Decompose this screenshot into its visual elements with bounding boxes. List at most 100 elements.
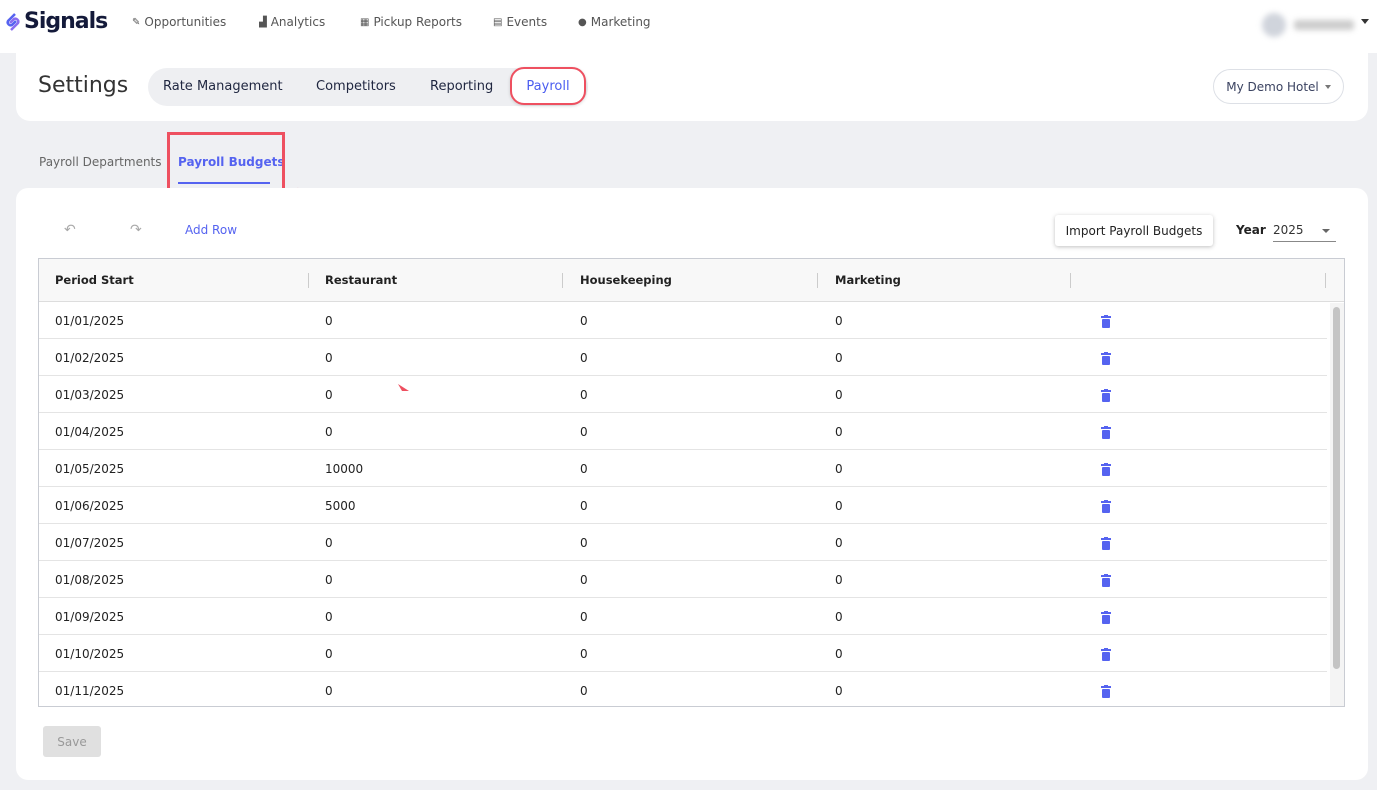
table-cell[interactable]: 0 — [325, 351, 333, 365]
table-cell[interactable]: 0 — [580, 425, 588, 439]
calendar-icon: ▤ — [493, 16, 503, 28]
table-cell[interactable]: 0 — [835, 684, 843, 698]
tab-payroll[interactable]: Payroll — [510, 67, 586, 105]
redo-icon[interactable]: ↷ — [130, 222, 142, 238]
table-cell[interactable]: 0 — [580, 314, 588, 328]
user-menu[interactable] — [1262, 12, 1362, 38]
year-select[interactable]: 2025 — [1273, 219, 1336, 242]
table-cell[interactable]: 0 — [835, 536, 843, 550]
table-cell[interactable]: 0 — [580, 351, 588, 365]
trash-icon[interactable] — [1101, 683, 1111, 698]
col-separator[interactable] — [817, 273, 818, 288]
signals-logo-icon — [6, 12, 20, 31]
table-cell[interactable]: 01/04/2025 — [55, 425, 125, 439]
table-cell[interactable]: 0 — [580, 462, 588, 476]
hotel-selector[interactable]: My Demo Hotel — [1213, 69, 1344, 104]
col-separator[interactable] — [1325, 273, 1326, 288]
table-row: 01/02/2025 0 0 0 — [39, 339, 1327, 376]
scrollbar-thumb[interactable] — [1333, 307, 1340, 669]
trash-icon[interactable] — [1101, 350, 1111, 365]
subtab-payroll-budgets[interactable]: Payroll Budgets — [178, 155, 285, 169]
trash-icon[interactable] — [1101, 461, 1111, 476]
table-cell[interactable]: 0 — [835, 314, 843, 328]
table-row: 01/11/2025 0 0 0 — [39, 672, 1327, 706]
chevron-down-icon — [1324, 84, 1331, 89]
tab-competitors[interactable]: Competitors — [316, 79, 396, 94]
nav-analytics[interactable]: ▟ Analytics — [259, 15, 325, 29]
table-cell[interactable]: 0 — [325, 388, 333, 402]
table-cell[interactable]: 0 — [580, 610, 588, 624]
table-cell[interactable]: 01/10/2025 — [55, 647, 125, 661]
settings-tabs: Rate Management Competitors Reporting Pa… — [148, 67, 588, 106]
table-cell[interactable]: 0 — [580, 499, 588, 513]
nav-opportunities[interactable]: ✎ Opportunities — [132, 15, 226, 29]
save-button[interactable]: Save — [43, 726, 101, 757]
trash-icon[interactable] — [1101, 313, 1111, 328]
table-cell[interactable]: 0 — [325, 425, 333, 439]
brand-name: Signals — [24, 9, 108, 34]
table-cell[interactable]: 0 — [580, 573, 588, 587]
col-separator[interactable] — [308, 273, 309, 288]
nav-pickup-reports[interactable]: ▦ Pickup Reports — [360, 15, 462, 29]
col-period-start[interactable]: Period Start — [55, 273, 134, 287]
nav-events[interactable]: ▤ Events — [493, 15, 547, 29]
table-cell[interactable]: 0 — [580, 684, 588, 698]
table-cell[interactable]: 0 — [580, 388, 588, 402]
table-row: 01/06/2025 5000 0 0 — [39, 487, 1327, 524]
table-cell[interactable]: 01/07/2025 — [55, 536, 125, 550]
trash-icon[interactable] — [1101, 646, 1111, 661]
add-row-button[interactable]: Add Row — [185, 223, 238, 237]
tab-reporting[interactable]: Reporting — [430, 79, 494, 94]
active-tab-underline — [178, 182, 270, 184]
table-cell[interactable]: 5000 — [325, 499, 356, 513]
logo[interactable]: Signals — [4, 9, 108, 34]
table-cell[interactable]: 0 — [325, 536, 333, 550]
table-cell[interactable]: 10000 — [325, 462, 364, 476]
tab-rate-management[interactable]: Rate Management — [163, 79, 283, 94]
table-cell[interactable]: 0 — [325, 610, 333, 624]
trash-icon[interactable] — [1101, 424, 1111, 439]
table-cell[interactable]: 0 — [580, 536, 588, 550]
col-marketing[interactable]: Marketing — [835, 273, 901, 287]
table-cell[interactable]: 0 — [325, 684, 333, 698]
table-cell[interactable]: 0 — [835, 610, 843, 624]
table-cell[interactable]: 0 — [835, 351, 843, 365]
table-cell[interactable]: 0 — [580, 647, 588, 661]
page-title: Settings — [38, 73, 129, 98]
import-payroll-budgets-button[interactable]: Import Payroll Budgets — [1055, 215, 1213, 246]
table-cell[interactable]: 0 — [835, 573, 843, 587]
undo-icon[interactable]: ↶ — [64, 222, 76, 238]
table-cell[interactable]: 01/09/2025 — [55, 610, 125, 624]
col-separator[interactable] — [562, 273, 563, 288]
table-cell[interactable]: 0 — [835, 462, 843, 476]
table-cell[interactable]: 0 — [325, 573, 333, 587]
col-housekeeping[interactable]: Housekeeping — [580, 273, 672, 287]
nav-marketing[interactable]: ● Marketing — [578, 15, 651, 29]
table-cell[interactable]: 01/05/2025 — [55, 462, 125, 476]
chevron-down-icon — [1322, 229, 1330, 233]
table-cell[interactable]: 0 — [835, 425, 843, 439]
trash-icon[interactable] — [1101, 535, 1111, 550]
trash-icon[interactable] — [1101, 572, 1111, 587]
trash-icon[interactable] — [1101, 498, 1111, 513]
table-cell[interactable]: 01/06/2025 — [55, 499, 125, 513]
table-cell[interactable]: 01/02/2025 — [55, 351, 125, 365]
table-cell[interactable]: 01/11/2025 — [55, 684, 125, 698]
col-restaurant[interactable]: Restaurant — [325, 273, 398, 287]
chevron-down-icon[interactable] — [1361, 19, 1369, 24]
table-cell[interactable]: 01/03/2025 — [55, 388, 125, 402]
table-cell[interactable]: 0 — [325, 647, 333, 661]
grid-icon: ▦ — [360, 16, 370, 28]
trash-icon[interactable] — [1101, 387, 1111, 402]
table-cell[interactable]: 0 — [325, 314, 333, 328]
table-cell[interactable]: 01/08/2025 — [55, 573, 125, 587]
col-separator[interactable] — [1070, 273, 1071, 288]
table-cell[interactable]: 0 — [835, 647, 843, 661]
trash-icon[interactable] — [1101, 609, 1111, 624]
table-cell[interactable]: 0 — [835, 499, 843, 513]
top-nav: Signals ✎ Opportunities ▟ Analytics ▦ Picku… — [0, 0, 1377, 53]
table-cell[interactable]: 01/01/2025 — [55, 314, 125, 328]
subtab-payroll-departments[interactable]: Payroll Departments — [39, 155, 162, 169]
table-cell[interactable]: 0 — [835, 388, 843, 402]
vertical-scrollbar[interactable] — [1330, 303, 1344, 706]
